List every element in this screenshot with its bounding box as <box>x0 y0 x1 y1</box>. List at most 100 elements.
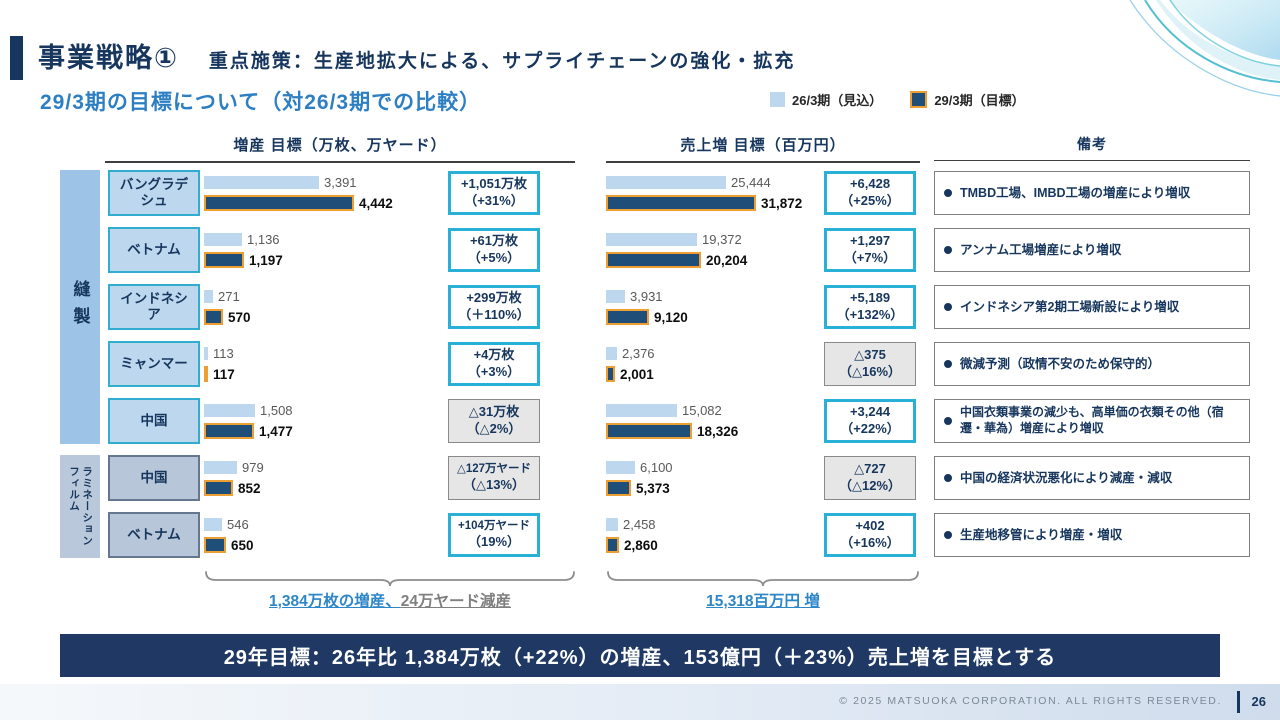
column-header-remarks: 備考 <box>934 134 1250 161</box>
forecast-bar <box>204 460 237 474</box>
page-title: 事業戦略① <box>38 43 179 73</box>
region-label: バングラデシュ <box>108 170 200 216</box>
legend-label-target: 29/3期（目標） <box>934 93 1025 108</box>
forecast-bar <box>606 232 697 246</box>
target-bar-line: 9,120 <box>606 308 688 326</box>
production-summary-main: 1,384万枚の増産、 <box>268 593 401 610</box>
region-label-text: ミャンマー <box>120 355 188 371</box>
target-bar <box>204 480 233 496</box>
forecast-bar <box>204 403 255 417</box>
target-bar-line: 650 <box>204 536 254 554</box>
region-label-text: ベトナム <box>127 526 181 542</box>
table-row-vietnam: ベトナム 1,136 1,197 +61万枚 （+5%） 19,372 20,2… <box>0 227 1280 273</box>
remark-item: 中国の経済状況悪化により減産・減収 <box>934 456 1250 500</box>
legend-swatch-target-icon <box>910 91 928 108</box>
sales-change-box: △727 （△12%） <box>824 456 916 500</box>
target-bar-value: 9,120 <box>654 309 688 325</box>
target-bar-value: 117 <box>213 366 235 382</box>
change-percent: （△16%） <box>838 364 902 379</box>
change-percent: （+31%） <box>464 193 524 208</box>
target-bar <box>204 423 254 439</box>
forecast-bar <box>204 346 208 360</box>
remark-text: 中国の経済状況悪化により減産・減収 <box>960 470 1173 485</box>
change-percent: （+7%） <box>843 250 897 265</box>
page-subtitle: 重点施策：生産地拡大による、サプライチェーンの強化・拡充 <box>208 51 796 72</box>
sales-bars: 15,082 18,326 <box>606 401 738 440</box>
title-accent-bar <box>10 36 23 80</box>
table-row-china-lamination: 中国 979 852 △127万ヤード （△13%） 6,100 5,373 △… <box>0 455 1280 501</box>
bullet-icon <box>944 474 952 482</box>
bullet-icon <box>944 246 952 254</box>
decorative-wave-graphic <box>1129 0 1280 97</box>
target-bar-line: 4,442 <box>204 194 393 212</box>
region-label: ミャンマー <box>108 341 200 387</box>
change-value: +1,051万枚 <box>460 176 528 192</box>
target-bar <box>204 537 226 553</box>
copyright-text: © 2025 MATSUOKA CORPORATION. ALL RIGHTS … <box>839 695 1222 707</box>
remark-text: TMBD工場、IMBD工場の増産により増収 <box>960 185 1191 200</box>
target-bar-value: 2,860 <box>624 537 658 553</box>
forecast-bar-line: 19,372 <box>606 230 747 248</box>
target-bar <box>606 366 615 382</box>
change-value: +61万枚 <box>469 233 519 249</box>
target-bar-line: 117 <box>204 365 235 383</box>
sales-summary-note: 15,318百万円 増 <box>606 589 920 611</box>
bullet-icon <box>944 303 952 311</box>
target-bar-line: 2,001 <box>606 365 655 383</box>
production-bars: 271 570 <box>204 287 251 326</box>
change-percent: （+25%） <box>840 193 900 208</box>
table-row-bangladesh: バングラデシュ 3,391 4,442 +1,051万枚 （+31%） 25,4… <box>0 170 1280 216</box>
forecast-bar-line: 2,458 <box>606 515 658 533</box>
change-percent: （19%） <box>467 534 521 550</box>
goal-banner: 29年目標：26年比 1,384万枚（+22%）の増産、153億円（＋23%）売… <box>60 634 1220 677</box>
region-label: ベトナム <box>108 512 200 558</box>
target-bar <box>606 480 631 496</box>
table-row-china-sewing: 中国 1,508 1,477 △31万枚 （△2%） 15,082 18,326… <box>0 398 1280 444</box>
chart-legend: 26/3期（見込） 29/3期（目標） <box>770 90 1025 109</box>
change-value: +1,297 <box>849 233 891 249</box>
region-label: インドネシア <box>108 284 200 330</box>
page-number: 26 <box>1251 694 1266 709</box>
production-bars: 3,391 4,442 <box>204 173 393 212</box>
sales-change-box: +3,244 （+22%） <box>824 399 916 443</box>
remark-text: 中国衣類事業の減少も、高単価の衣類その他（宿遷・華為）増産により増収 <box>960 405 1224 435</box>
production-summary-sub: 24万ヤード減産 <box>400 593 512 610</box>
target-bar-line: 5,373 <box>606 479 673 497</box>
table-row-indonesia: インドネシア 271 570 +299万枚 （＋110%） 3,931 9,12… <box>0 284 1280 330</box>
forecast-bar-value: 3,391 <box>324 174 357 190</box>
group-label-lamination-film: ラミネーション フィルム <box>60 455 100 558</box>
target-bar <box>606 537 619 553</box>
remark-text: 微減予測（政情不安のため保守的） <box>960 356 1161 371</box>
target-bar <box>204 309 223 325</box>
target-bar-line: 570 <box>204 308 251 326</box>
target-bar-value: 5,373 <box>636 480 670 496</box>
remark-item: TMBD工場、IMBD工場の増産により増収 <box>934 171 1250 215</box>
sales-change-box: +6,428 （+25%） <box>824 171 916 215</box>
forecast-bar-value: 25,444 <box>731 174 771 190</box>
forecast-bar-value: 2,376 <box>622 345 655 361</box>
change-percent: （+3%） <box>467 364 521 379</box>
production-change-box: +1,051万枚 （+31%） <box>448 171 540 215</box>
production-bars: 546 650 <box>204 515 254 554</box>
forecast-bar-line: 25,444 <box>606 173 802 191</box>
sales-bars: 2,458 2,860 <box>606 515 658 554</box>
sales-bars: 2,376 2,001 <box>606 344 655 383</box>
production-bars: 1,508 1,477 <box>204 401 293 440</box>
column-header-sales: 売上増 目標（百万円） <box>606 134 920 163</box>
forecast-bar <box>204 517 222 531</box>
group-label-sewing: 縫製 <box>60 170 100 444</box>
sales-change-box: △375 （△16%） <box>824 342 916 386</box>
region-label-text: インドネシア <box>120 290 188 322</box>
forecast-bar <box>606 517 618 531</box>
target-bar-line: 1,477 <box>204 422 293 440</box>
target-bar-line: 31,872 <box>606 194 802 212</box>
bullet-icon <box>944 360 952 368</box>
bullet-icon <box>944 189 952 197</box>
change-value: +299万枚 <box>466 290 522 306</box>
change-percent: （＋110%） <box>458 307 530 322</box>
target-bar-line: 2,860 <box>606 536 658 554</box>
forecast-bar-line: 113 <box>204 344 235 362</box>
remark-item: アンナム工場増産により増収 <box>934 228 1250 272</box>
production-bars: 113 117 <box>204 344 235 383</box>
